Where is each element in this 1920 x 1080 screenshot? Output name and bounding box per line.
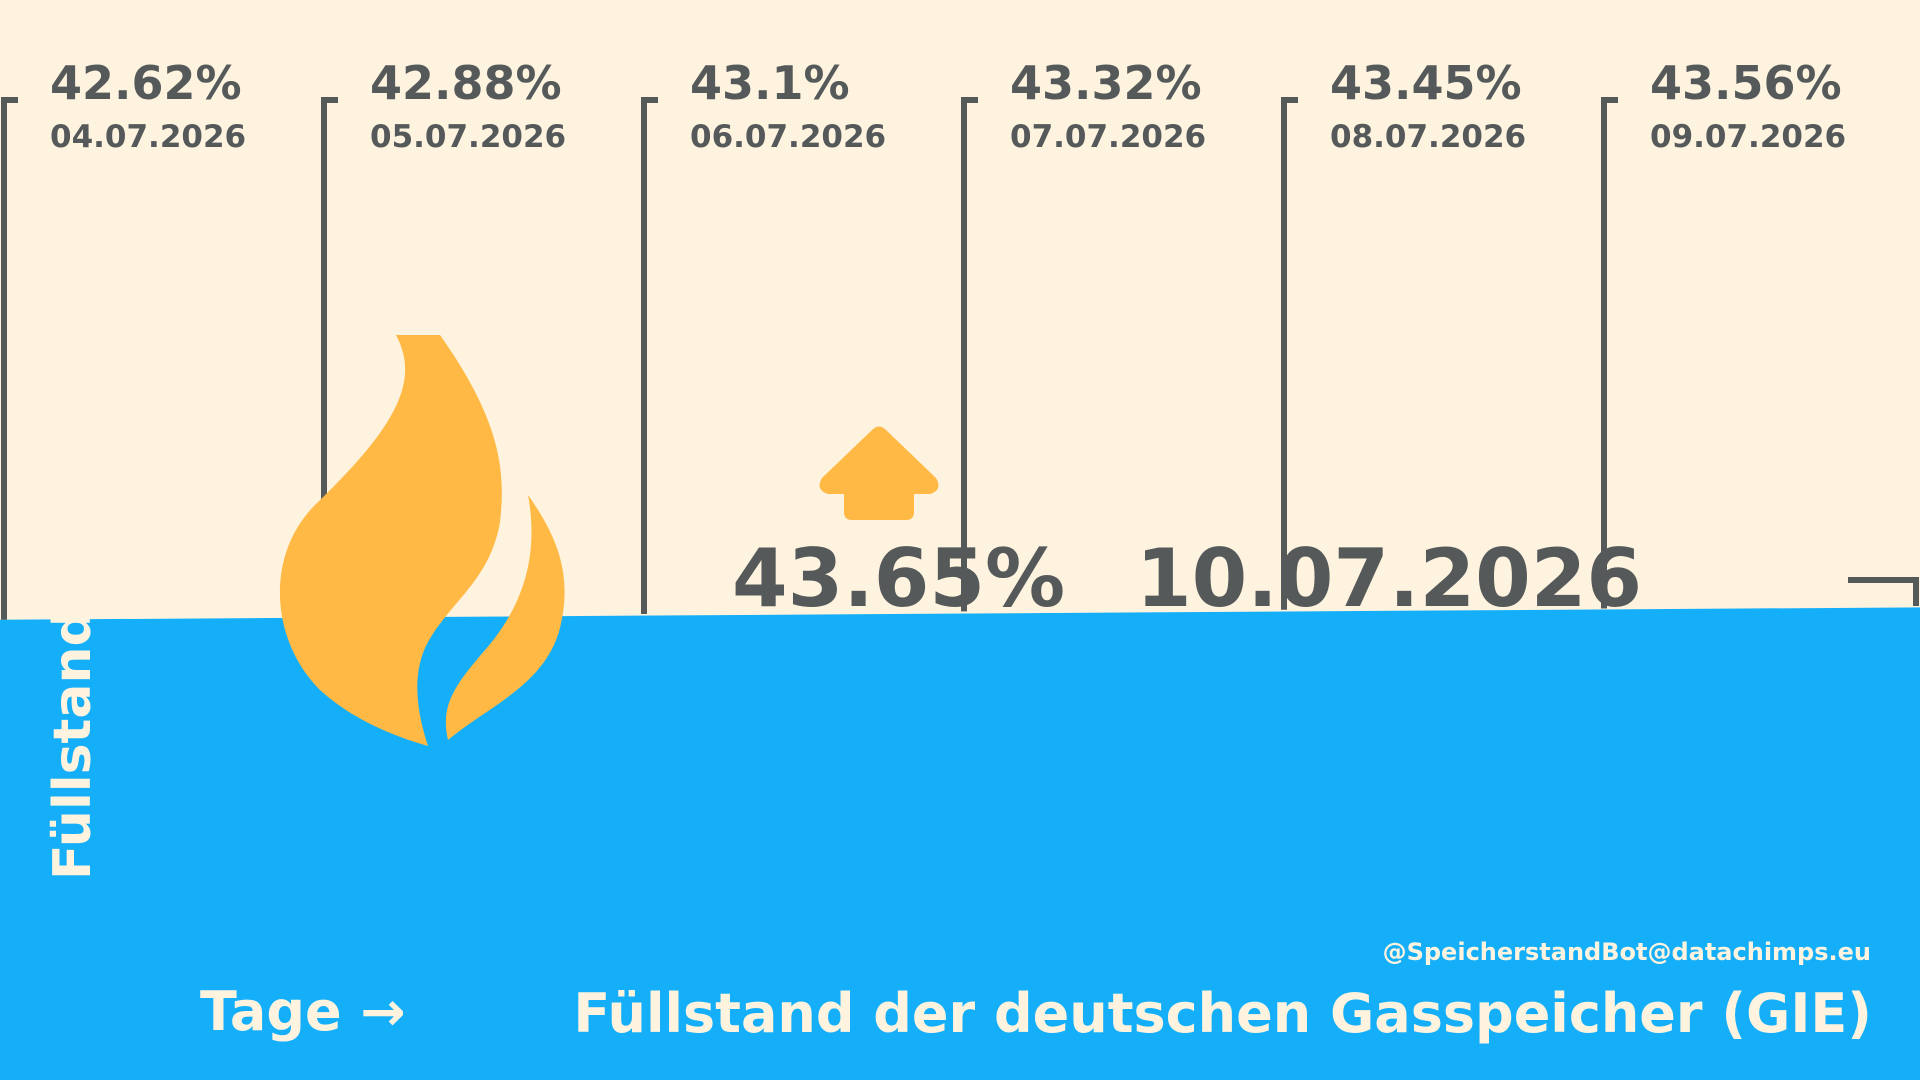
history-value-label: 42.88% — [370, 56, 562, 110]
history-date-label: 04.07.2026 — [50, 119, 246, 155]
history-date-label: 08.07.2026 — [1330, 119, 1526, 155]
history-markers: 42.62% 04.07.2026 42.88% 05.07.2026 43.1% 06.… — [1, 56, 1846, 620]
credit-label: @SpeicherstandBot@datachimps.eu — [1383, 938, 1871, 966]
history-value-label: 43.32% — [1010, 56, 1202, 110]
current-edge-marker — [1848, 577, 1919, 606]
current-value-label: 43.65% — [732, 532, 1065, 625]
current-date-label: 10.07.2026 — [1136, 532, 1642, 625]
chart-title: Füllstand der deutschen Gasspeicher (GIE… — [573, 982, 1872, 1045]
history-marker-line — [1281, 97, 1298, 610]
arrow-up-icon — [819, 426, 939, 520]
x-axis-label: Tage → — [200, 980, 406, 1043]
history-value-label: 42.62% — [50, 56, 242, 110]
history-marker-line — [641, 97, 658, 614]
history-date-label: 07.07.2026 — [1010, 119, 1206, 155]
fill-level-area — [0, 607, 1920, 1080]
history-value-label: 43.56% — [1650, 56, 1842, 110]
history-value-label: 43.45% — [1330, 56, 1522, 110]
history-date-label: 09.07.2026 — [1650, 119, 1846, 155]
history-marker-line — [1, 97, 18, 620]
history-marker-line — [961, 97, 978, 612]
history-value-label: 43.1% — [690, 56, 850, 110]
history-marker-line — [1601, 97, 1618, 609]
history-date-label: 06.07.2026 — [690, 119, 886, 155]
y-axis-label: Füllstand → — [43, 548, 103, 880]
history-marker-line — [321, 97, 338, 617]
flame-icon — [279, 335, 565, 746]
history-date-label: 05.07.2026 — [370, 119, 566, 155]
